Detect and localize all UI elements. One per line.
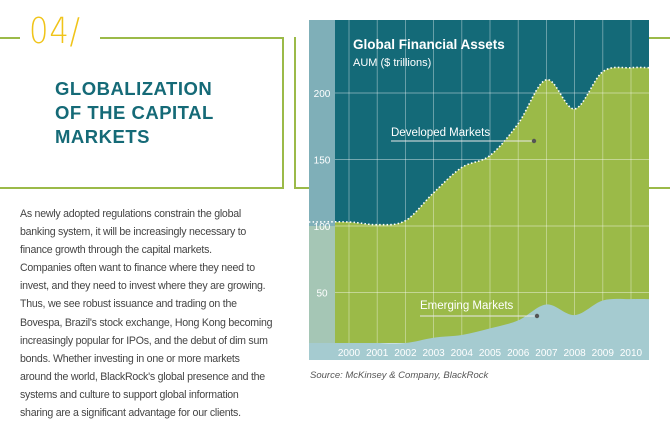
x-tick-label: 2002 bbox=[394, 348, 417, 359]
global-assets-chart: 2000 2001 2002 2003 2004 2005 2006 2007 2008 2009… bbox=[309, 20, 649, 360]
developed-markets-pointer-dot bbox=[531, 138, 537, 144]
title-line: OF THE CAPITAL bbox=[55, 102, 214, 123]
section-number: 04/ bbox=[29, 11, 81, 52]
frame-line bbox=[649, 37, 670, 39]
body-text: As newly adopted regulations constrain t… bbox=[20, 205, 295, 422]
body-line: invest, and they need to invest where th… bbox=[20, 280, 266, 293]
body-line: Thus, we see robust issuance and trading… bbox=[20, 298, 237, 311]
body-line: Bovespa, Brazil's stock exchange, Hong K… bbox=[20, 316, 273, 329]
x-tick-label: 2001 bbox=[366, 348, 389, 359]
body-line: around the world, BlackRock's global pre… bbox=[20, 370, 265, 383]
x-tick-label: 2007 bbox=[535, 348, 558, 359]
body-line: increasingly popular for IPOs, and the d… bbox=[20, 334, 268, 347]
frame-line bbox=[649, 187, 670, 189]
frame-line bbox=[100, 37, 284, 39]
x-tick-label: 2008 bbox=[563, 348, 586, 359]
y-tick-label: 200 bbox=[314, 89, 331, 100]
x-tick-label: 2004 bbox=[451, 348, 474, 359]
chart-title: Global Financial Assets bbox=[353, 37, 505, 52]
body-line: banking system, it will be increasingly … bbox=[20, 226, 247, 239]
body-line: finance growth through the capital marke… bbox=[20, 244, 212, 257]
chart-subtitle: AUM ($ trillions) bbox=[353, 57, 431, 69]
section-title: GLOBALIZATION OF THE CAPITAL MARKETS bbox=[55, 77, 214, 149]
frame-line bbox=[294, 37, 296, 189]
title-line: MARKETS bbox=[55, 126, 150, 147]
x-tick-label: 2010 bbox=[620, 348, 643, 359]
x-tick-label: 2000 bbox=[338, 348, 361, 359]
developed-markets-area bbox=[335, 67, 649, 343]
x-tick-label: 2006 bbox=[507, 348, 530, 359]
x-tick-label: 2005 bbox=[479, 348, 502, 359]
chart-source: Source: McKinsey & Company, BlackRock bbox=[310, 370, 489, 381]
x-tick-label: 2009 bbox=[592, 348, 615, 359]
emerging-markets-label: Emerging Markets bbox=[420, 300, 514, 312]
x-tick-label: 2003 bbox=[422, 348, 445, 359]
title-line: GLOBALIZATION bbox=[55, 78, 213, 99]
emerging-markets-area bbox=[309, 298, 649, 360]
frame-line bbox=[294, 187, 310, 189]
y-tick-label: 50 bbox=[316, 289, 328, 300]
y-tick-label: 100 bbox=[314, 222, 331, 233]
frame-line bbox=[0, 37, 20, 39]
body-line: Companies often want to finance where th… bbox=[20, 262, 255, 275]
body-line: bonds. Whether investing in one or more … bbox=[20, 352, 240, 365]
emerging-markets-pointer-dot bbox=[534, 313, 540, 319]
axis-strip-lower bbox=[309, 226, 335, 360]
y-tick-label: 150 bbox=[314, 156, 331, 167]
body-line: systems and culture to support global in… bbox=[20, 388, 239, 401]
frame-line bbox=[0, 187, 284, 189]
developed-markets-label: Developed Markets bbox=[391, 127, 490, 139]
body-line: sharing are a significant advantage for … bbox=[20, 407, 241, 420]
frame-line bbox=[282, 37, 284, 189]
body-line: As newly adopted regulations constrain t… bbox=[20, 208, 241, 220]
